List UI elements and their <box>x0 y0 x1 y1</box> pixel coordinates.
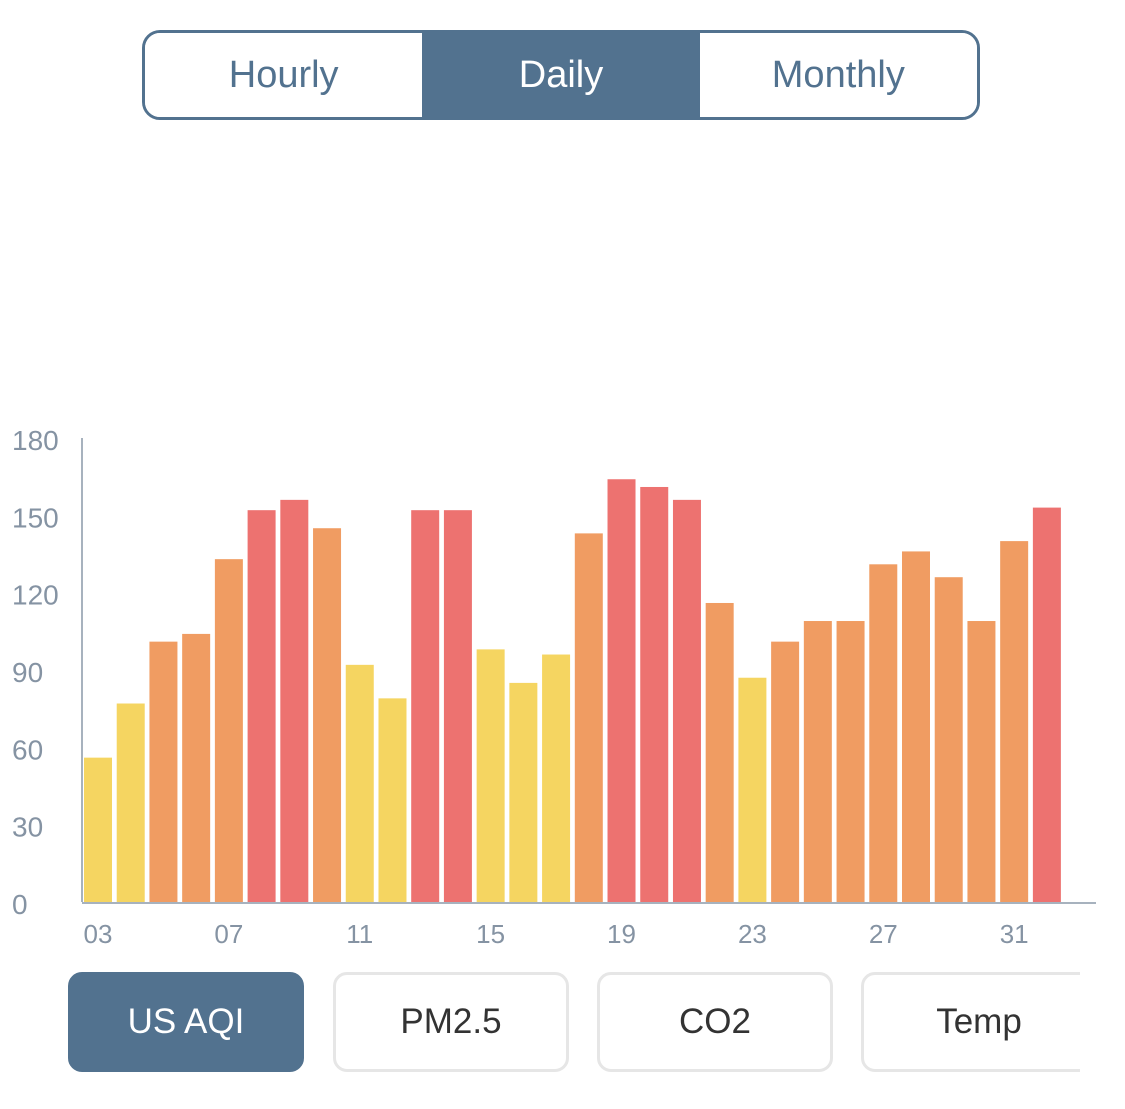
y-tick-label: 0 <box>12 889 28 920</box>
bar-08[interactable] <box>247 510 276 902</box>
metric-co2-button[interactable]: CO2 <box>597 972 833 1072</box>
x-tick-label: 27 <box>869 919 898 949</box>
x-tick-label: 19 <box>607 919 636 949</box>
x-tick-label: 15 <box>476 919 505 949</box>
y-tick-label: 60 <box>12 734 43 765</box>
bar-16[interactable] <box>509 682 538 902</box>
bar-29[interactable] <box>934 577 963 902</box>
bar-15[interactable] <box>476 649 505 902</box>
bar-30[interactable] <box>967 621 996 902</box>
bar-07[interactable] <box>214 559 243 902</box>
bar-23[interactable] <box>738 677 767 902</box>
tab-hourly[interactable]: Hourly <box>145 33 423 117</box>
bar-27[interactable] <box>869 564 898 902</box>
tab-daily[interactable]: Daily <box>422 33 700 117</box>
bar-06[interactable] <box>182 633 211 902</box>
bar-17[interactable] <box>542 654 571 902</box>
tab-monthly[interactable]: Monthly <box>699 33 977 117</box>
y-tick-label: 150 <box>12 502 59 533</box>
metric-pm25-button[interactable]: PM2.5 <box>333 972 569 1072</box>
bar-11[interactable] <box>345 664 374 902</box>
bar-04[interactable] <box>116 703 145 902</box>
y-tick-label: 30 <box>12 812 43 843</box>
bar-12[interactable] <box>378 698 407 902</box>
aqi-bar-chart: 0 30 60 90 120 150 180 03 07 11 15 19 23 27 31 <box>12 425 1096 949</box>
x-tick-label: 03 <box>84 919 113 949</box>
x-tick-label: 31 <box>1000 919 1029 949</box>
bar-21[interactable] <box>672 499 701 902</box>
bar-26[interactable] <box>836 621 865 902</box>
bar-28[interactable] <box>902 551 930 902</box>
bar-22[interactable] <box>705 602 734 902</box>
bar-13[interactable] <box>411 510 440 902</box>
y-tick-label: 180 <box>12 425 59 456</box>
period-segmented-control: Hourly Daily Monthly <box>142 30 980 120</box>
metric-temp-button[interactable]: Temp <box>861 972 1080 1072</box>
bar-24[interactable] <box>771 641 800 902</box>
bar-05[interactable] <box>149 641 178 902</box>
bar-25[interactable] <box>803 621 832 902</box>
bar-14[interactable] <box>443 510 472 902</box>
metric-selector: US AQI PM2.5 CO2 Temp <box>68 972 1080 1074</box>
bar-10[interactable] <box>313 528 342 902</box>
bar-20[interactable] <box>640 486 669 902</box>
bar-19[interactable] <box>607 479 636 902</box>
bar-18[interactable] <box>574 533 603 902</box>
x-tick-label: 23 <box>738 919 767 949</box>
bar-03[interactable] <box>84 757 112 902</box>
bar-09[interactable] <box>280 499 309 902</box>
y-tick-label: 90 <box>12 657 43 688</box>
bar-31[interactable] <box>1000 541 1029 902</box>
bar-01[interactable] <box>1032 507 1061 902</box>
metric-us-aqi-button[interactable]: US AQI <box>68 972 304 1072</box>
x-tick-label: 11 <box>346 919 373 949</box>
y-tick-label: 120 <box>12 580 59 611</box>
x-tick-label: 07 <box>214 919 243 949</box>
